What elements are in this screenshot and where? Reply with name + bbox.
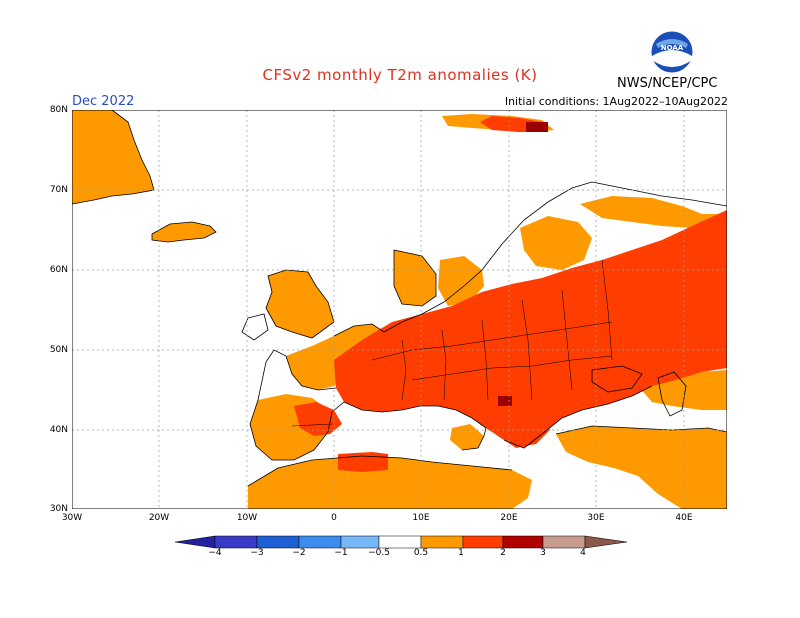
legend-label-neg0.5: −0.5 [368, 548, 390, 558]
coastlines [72, 110, 727, 487]
lat-label-70n: 70N [49, 185, 68, 195]
lon-label-20w: 20W [148, 513, 170, 523]
legend-label-1: 1 [458, 548, 464, 558]
agency-label: NWS/NCEP/CPC [617, 76, 718, 91]
lon-label-40e: 40E [675, 513, 693, 523]
lon-label-30w: 30W [61, 513, 83, 523]
anomaly-region-0.5-1 [72, 110, 727, 509]
legend-label-neg3: −3 [250, 548, 264, 558]
legend-label-0.5: 0.5 [413, 548, 429, 558]
legend-label-neg2: −2 [292, 548, 306, 558]
lat-label-40n: 40N [49, 425, 68, 435]
lon-label-10w: 10W [236, 513, 258, 523]
svg-text:NOAA: NOAA [661, 44, 684, 52]
lat-label-50n: 50N [49, 345, 68, 355]
lat-label-30n: 30N [49, 504, 68, 514]
legend-label-neg4: −4 [208, 548, 222, 558]
map-title: CFSv2 monthly T2m anomalies (K) [262, 66, 538, 84]
graticule [72, 110, 727, 509]
legend-label-neg1: −1 [334, 548, 348, 558]
color-legend [175, 535, 627, 549]
legend-label-3: 3 [540, 548, 546, 558]
legend-label-2: 2 [500, 548, 506, 558]
anomaly-region-2-3 [498, 122, 548, 406]
lon-label-0: 0 [331, 513, 337, 523]
lat-label-80n: 80N [49, 105, 68, 115]
lon-label-30e: 30E [587, 513, 605, 523]
lat-label-60n: 60N [49, 265, 68, 275]
initial-conditions: Initial conditions: 1Aug2022–10Aug2022 [504, 95, 728, 108]
legend-label-4: 4 [580, 548, 586, 558]
lon-label-10e: 10E [412, 513, 430, 523]
forecast-month: Dec 2022 [72, 94, 135, 109]
lon-label-20e: 20E [500, 513, 518, 523]
noaa-logo-icon: NOAA [650, 30, 694, 74]
anomaly-map [72, 110, 727, 509]
